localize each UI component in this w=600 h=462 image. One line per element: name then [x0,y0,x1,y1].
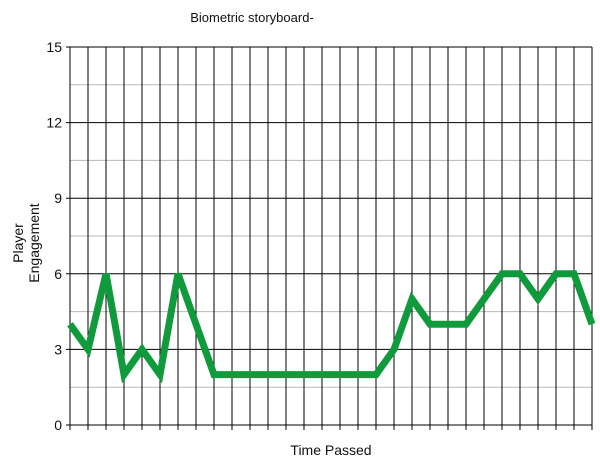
x-grid-lines [87,47,593,430]
y-tick-label: 15 [46,39,62,55]
axes [66,47,592,430]
y-tick-labels: 0 3 6 9 12 15 [46,39,62,433]
y-axis-label-line-2: Engagement [26,203,42,283]
y-axis-label-line-1: Player [10,223,26,263]
y-tick-label: 6 [54,266,62,282]
series-group [67,270,596,384]
x-axis-label: Time Passed [290,442,372,458]
chart-title: Biometric storyboard- [190,10,314,25]
y-grid-lines [66,46,592,388]
y-tick-label: 12 [46,115,62,131]
y-tick-label: 0 [54,417,62,433]
series-line [67,270,596,384]
y-tick-label: 3 [54,341,62,357]
y-tick-label: 9 [54,190,62,206]
